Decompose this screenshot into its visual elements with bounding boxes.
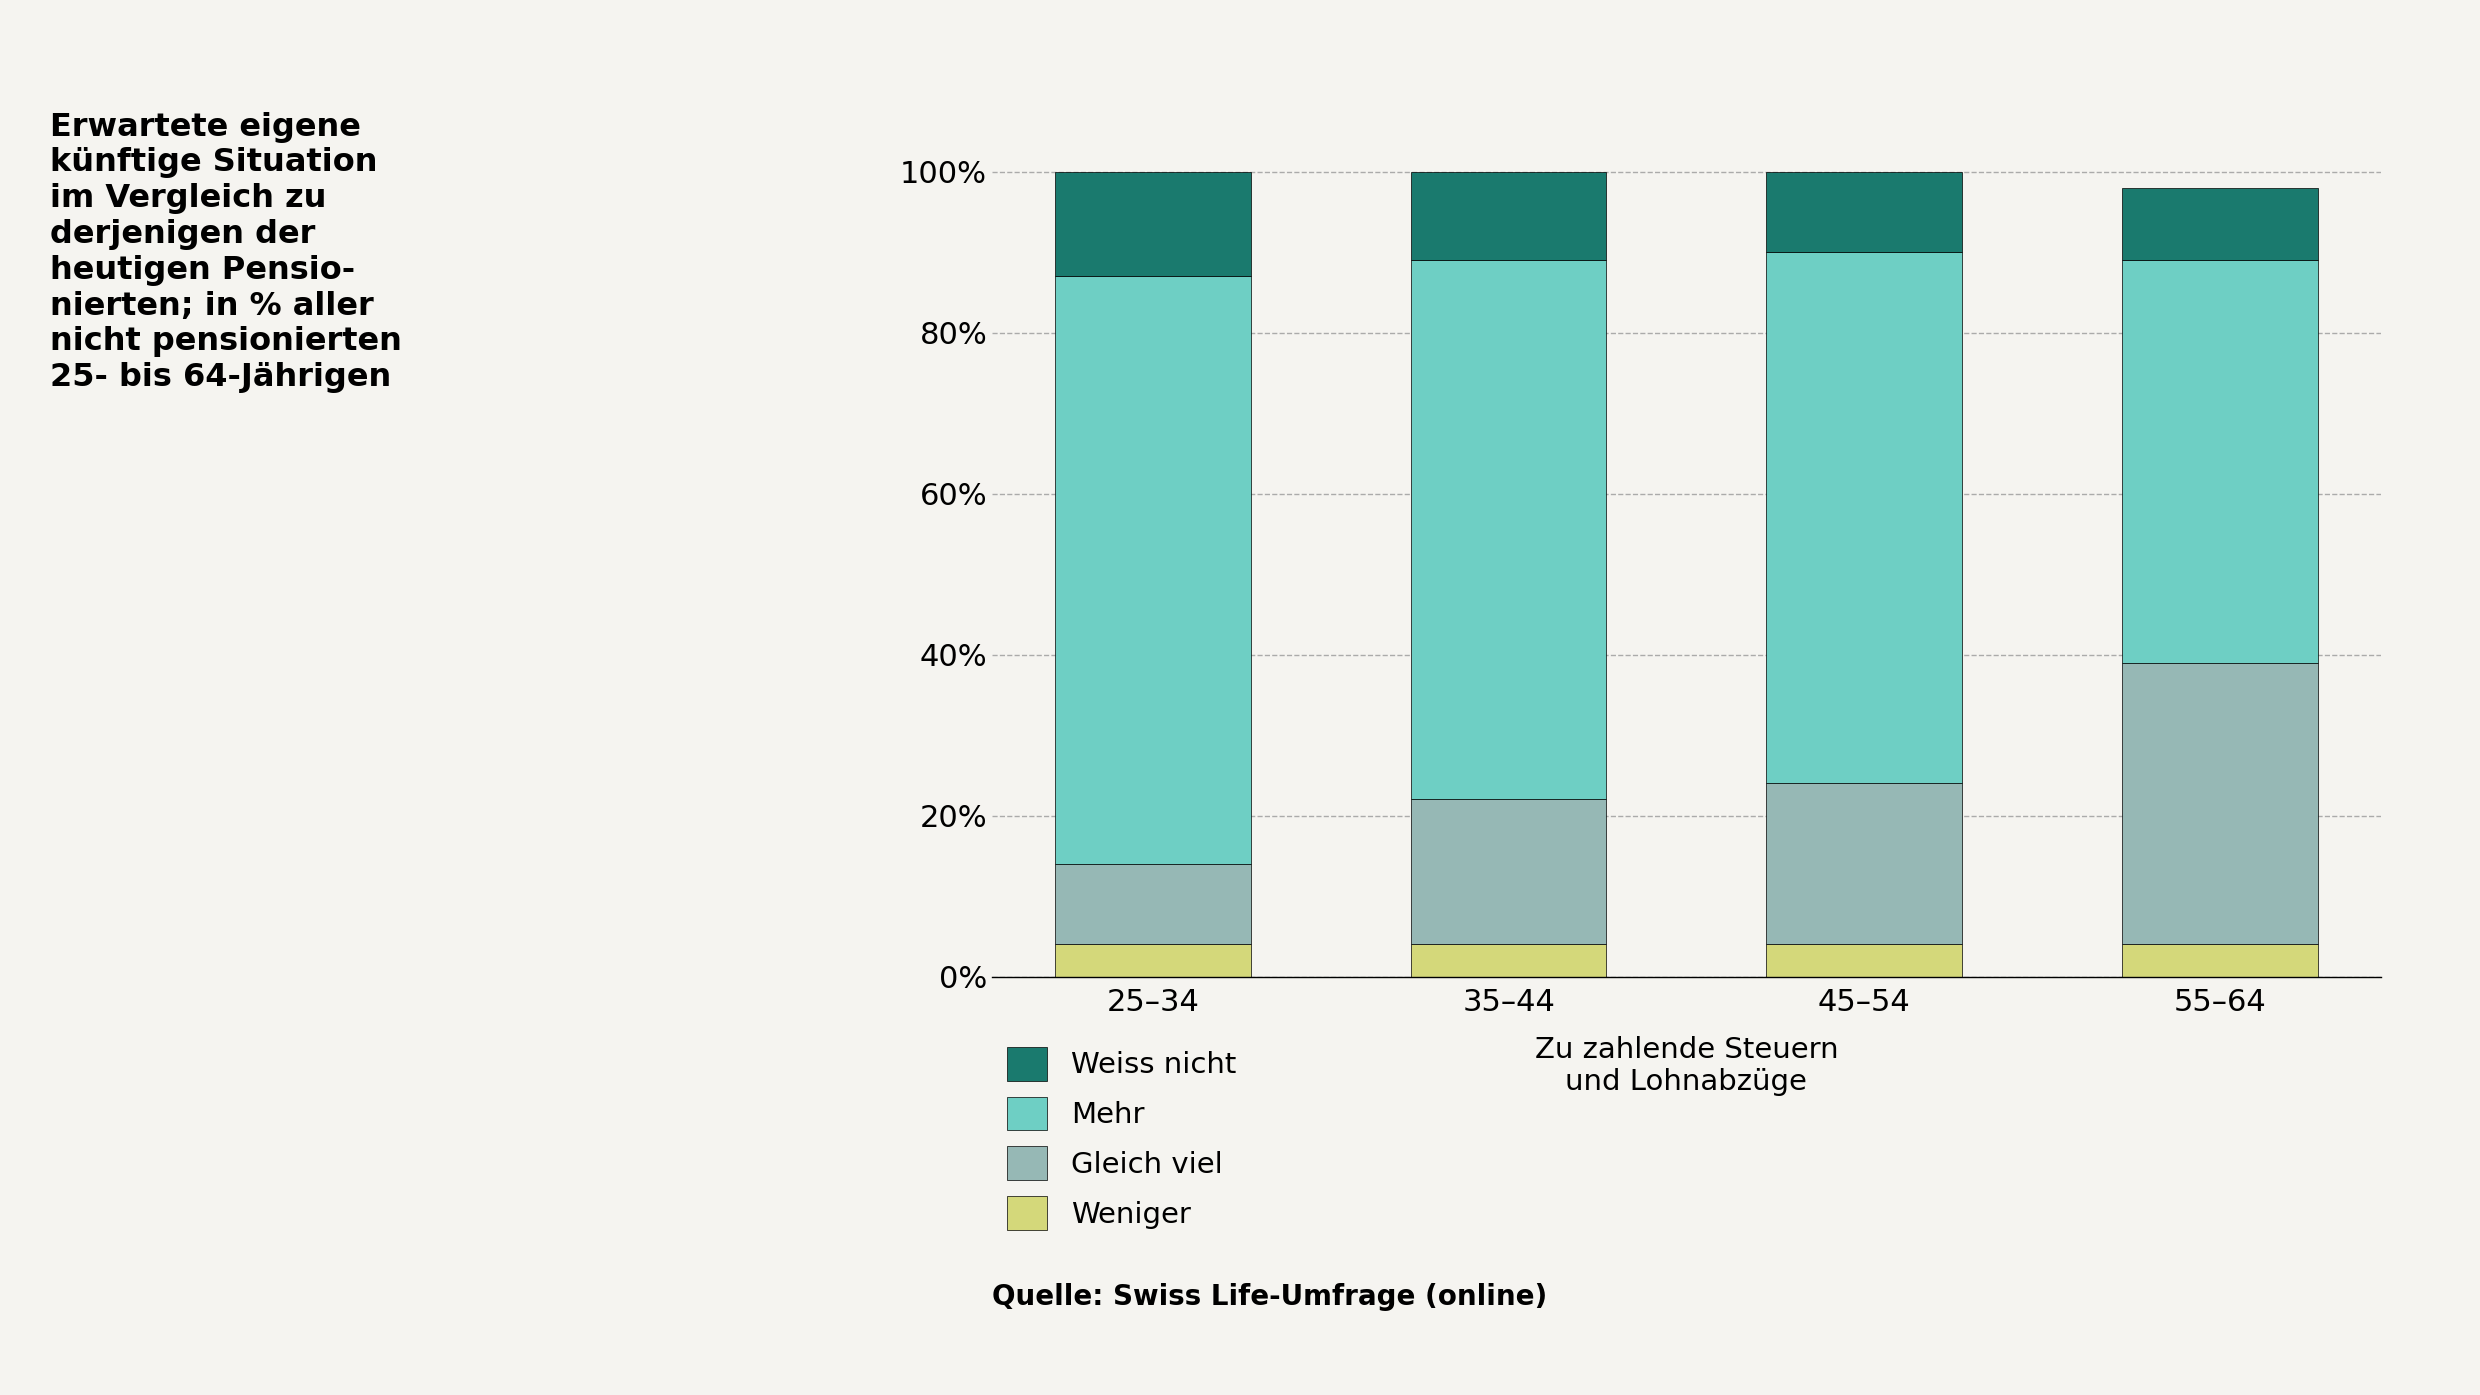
- Text: Erwartete eigene
künftige Situation
im Vergleich zu
derjenigen der
heutigen Pens: Erwartete eigene künftige Situation im V…: [50, 112, 402, 393]
- Bar: [1411, 261, 1607, 799]
- Bar: [1766, 252, 1962, 784]
- Bar: [2123, 663, 2319, 944]
- Bar: [1411, 944, 1607, 976]
- Bar: [1766, 784, 1962, 944]
- Bar: [1054, 864, 1250, 944]
- Bar: [1766, 944, 1962, 976]
- Bar: [1054, 172, 1250, 276]
- Bar: [1411, 799, 1607, 944]
- Bar: [1766, 172, 1962, 252]
- Bar: [1054, 944, 1250, 976]
- Bar: [2123, 944, 2319, 976]
- Bar: [2123, 188, 2319, 261]
- X-axis label: Zu zahlende Steuern
und Lohnabzüge: Zu zahlende Steuern und Lohnabzüge: [1535, 1036, 1838, 1096]
- Text: Quelle: Swiss Life-Umfrage (online): Quelle: Swiss Life-Umfrage (online): [992, 1283, 1548, 1311]
- Bar: [1054, 276, 1250, 864]
- Bar: [1411, 172, 1607, 261]
- Bar: [2123, 261, 2319, 663]
- Legend: Weiss nicht, Mehr, Gleich viel, Weniger: Weiss nicht, Mehr, Gleich viel, Weniger: [1007, 1046, 1235, 1230]
